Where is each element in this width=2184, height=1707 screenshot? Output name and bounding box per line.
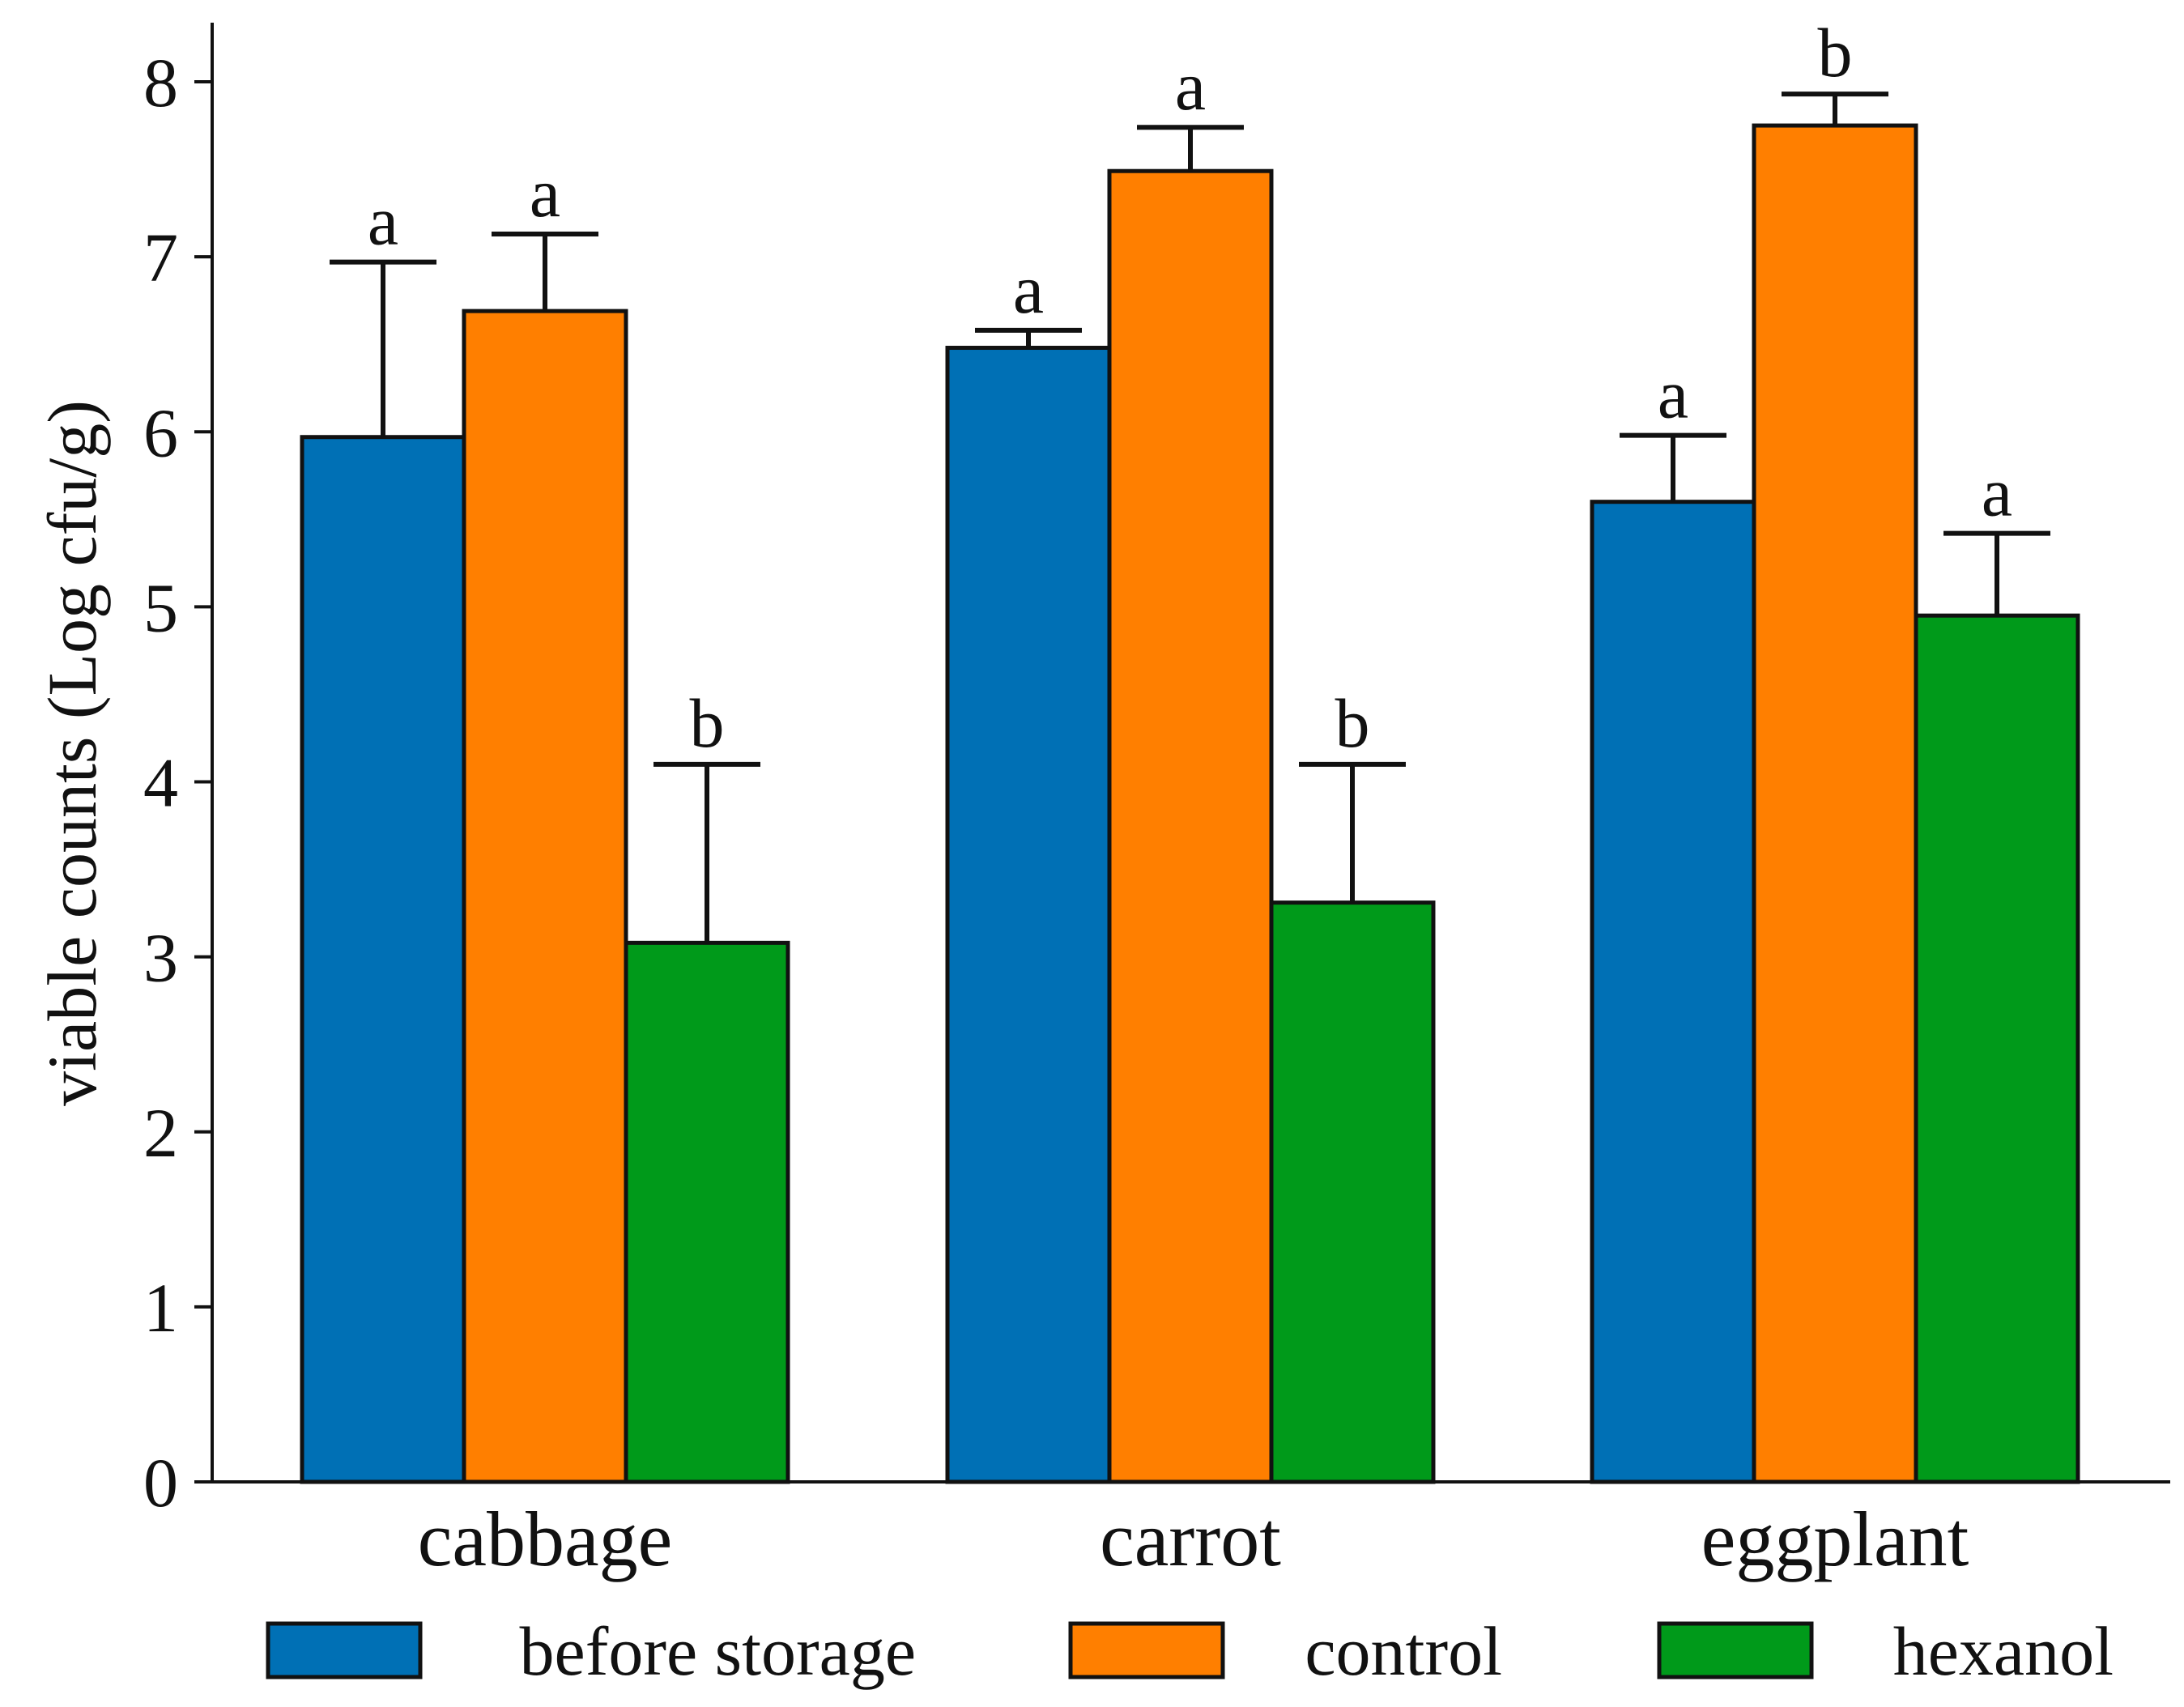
y-tick-label: 2 [143, 1094, 178, 1172]
legend-swatch-hexanol [1657, 1621, 1814, 1679]
category-label-cabbage: cabbage [418, 1496, 672, 1582]
bars [300, 123, 2080, 1484]
bar-eggplant-control [1752, 123, 1918, 1484]
significance-letter: a [530, 154, 560, 232]
significance-letter: b [1818, 14, 1853, 92]
significance-letter: b [690, 684, 725, 762]
bar-cabbage-before-storage [300, 435, 466, 1484]
significance-letter: b [1335, 684, 1370, 762]
y-tick-label: 6 [143, 394, 178, 471]
y-tick-label: 4 [143, 744, 178, 822]
error-bars [330, 92, 2050, 943]
y-tick-label: 8 [143, 44, 178, 121]
category-labels: cabbage carrot eggplant [418, 1496, 1969, 1582]
bar-cabbage-control [462, 309, 628, 1484]
y-ticks: 0 1 2 3 4 5 6 7 8 [143, 44, 212, 1522]
y-tick-label: 7 [143, 219, 178, 296]
legend-label: before storage [520, 1612, 916, 1690]
bar-cabbage-hexanol [624, 940, 790, 1484]
legend-label: hexanol [1893, 1612, 2114, 1690]
category-label-carrot: carrot [1100, 1496, 1281, 1582]
bar-carrot-before-storage [945, 346, 1112, 1484]
significance-labels: a a a a a b b b a [368, 14, 2012, 762]
y-tick-label: 1 [143, 1269, 178, 1347]
y-tick-label: 5 [143, 568, 178, 646]
y-tick-label: 0 [143, 1444, 178, 1522]
significance-letter: a [1982, 453, 2012, 531]
significance-letter: a [1013, 250, 1044, 328]
y-axis-label: viable counts (Log cfu/g) [33, 400, 111, 1106]
significance-letter: a [1658, 355, 1688, 433]
significance-letter: a [1175, 47, 1206, 125]
bar-carrot-control [1107, 168, 1274, 1484]
legend-swatch-control [1068, 1621, 1225, 1679]
legend-swatch-before-storage [266, 1621, 423, 1679]
significance-letter: a [368, 182, 398, 260]
legend-label: control [1305, 1612, 1502, 1690]
bar-carrot-hexanol [1269, 900, 1436, 1484]
y-tick-label: 3 [143, 919, 178, 997]
bar-eggplant-hexanol [1914, 613, 2080, 1484]
bar-eggplant-before-storage [1590, 500, 1756, 1484]
category-label-eggplant: eggplant [1701, 1496, 1969, 1582]
legend: before storage control hexanol [266, 1612, 2114, 1690]
